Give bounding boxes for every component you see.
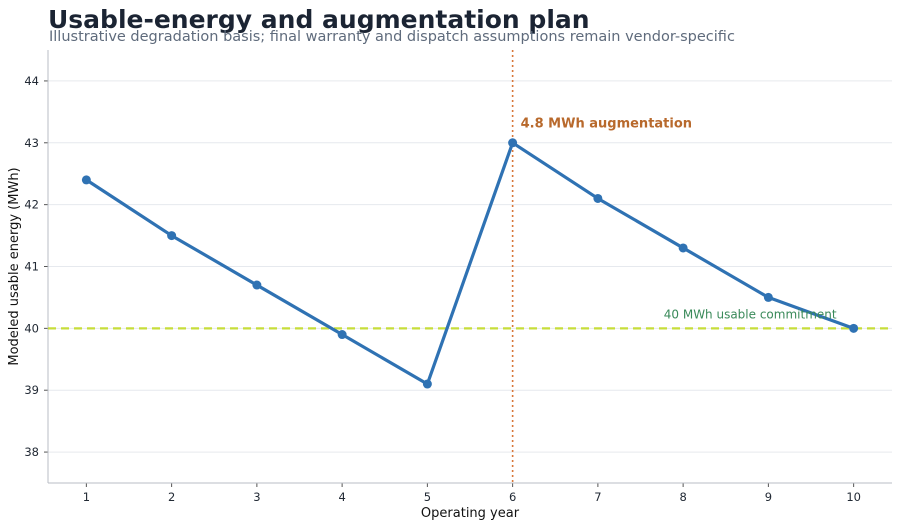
y-tick-label: 41 xyxy=(24,260,39,274)
data-point xyxy=(167,231,177,241)
data-point xyxy=(337,330,347,340)
y-tick-label: 43 xyxy=(24,136,39,150)
x-tick-label: 6 xyxy=(509,490,516,504)
x-tick-label: 8 xyxy=(679,490,686,504)
x-tick-label: 1 xyxy=(83,490,90,504)
x-tick-label: 7 xyxy=(594,490,601,504)
reference-lines xyxy=(48,50,892,483)
augmentation-label: 4.8 MWh augmentation xyxy=(521,116,692,131)
data-point xyxy=(763,292,773,302)
y-tick-label: 40 xyxy=(24,321,39,335)
data-point xyxy=(252,280,262,290)
data-point xyxy=(678,243,688,253)
x-tick-label: 10 xyxy=(846,490,861,504)
y-tick-label: 42 xyxy=(24,198,39,212)
series-line xyxy=(84,141,856,386)
x-axis-label: Operating year xyxy=(421,506,520,521)
y-tick-label: 44 xyxy=(24,74,39,88)
data-point xyxy=(508,138,518,148)
data-point xyxy=(849,323,859,333)
y-axis-label: Modeled usable energy (MWh) xyxy=(7,167,22,365)
commitment-label: 40 MWh usable commitment xyxy=(664,307,837,321)
chart-subtitle: Illustrative degradation basis; final wa… xyxy=(49,29,735,45)
annotations: 40 MWh usable commitment 4.8 MWh augmenta… xyxy=(521,116,837,321)
x-tick-label: 4 xyxy=(338,490,345,504)
x-tick-label: 9 xyxy=(765,490,772,504)
gridlines xyxy=(48,80,892,453)
data-point xyxy=(593,193,603,203)
data-point xyxy=(81,175,91,185)
data-point xyxy=(422,379,432,389)
series-layer xyxy=(81,138,859,389)
x-tick-label: 2 xyxy=(168,490,175,504)
y-tick-label: 39 xyxy=(24,383,39,397)
x-tick-label: 5 xyxy=(424,490,431,504)
x-tick-label: 3 xyxy=(253,490,260,504)
y-tick-label: 38 xyxy=(24,445,39,459)
tick-labels: 38 39 40 41 42 43 44 1 2 3 4 5 6 7 8 9 10 xyxy=(24,74,861,504)
chart-title: Usable-energy and augmentation plan xyxy=(48,5,590,34)
axes xyxy=(44,50,892,487)
